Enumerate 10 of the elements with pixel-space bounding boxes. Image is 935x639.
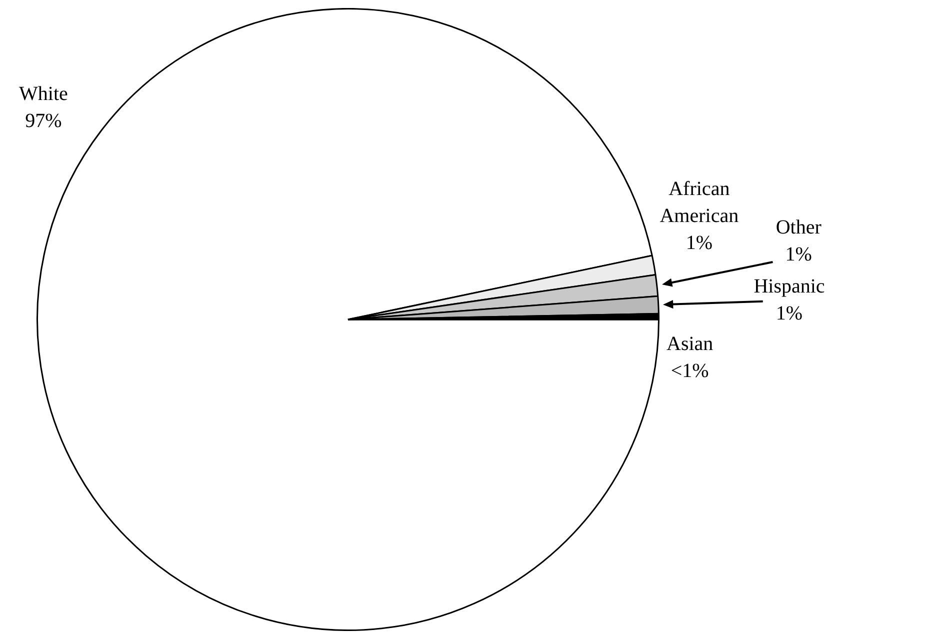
data-label: 1% bbox=[686, 232, 712, 254]
slice-label: Asian bbox=[666, 333, 714, 356]
slice-label: African American bbox=[660, 178, 739, 228]
data-label: 97% bbox=[25, 110, 62, 132]
data-label: 1% bbox=[785, 244, 812, 266]
data-label: <1% bbox=[670, 360, 709, 382]
slice-label: Other bbox=[776, 216, 822, 239]
slice-label: Hispanic bbox=[754, 276, 825, 298]
slice-label: White bbox=[19, 82, 68, 105]
data-label: 1% bbox=[776, 302, 803, 325]
